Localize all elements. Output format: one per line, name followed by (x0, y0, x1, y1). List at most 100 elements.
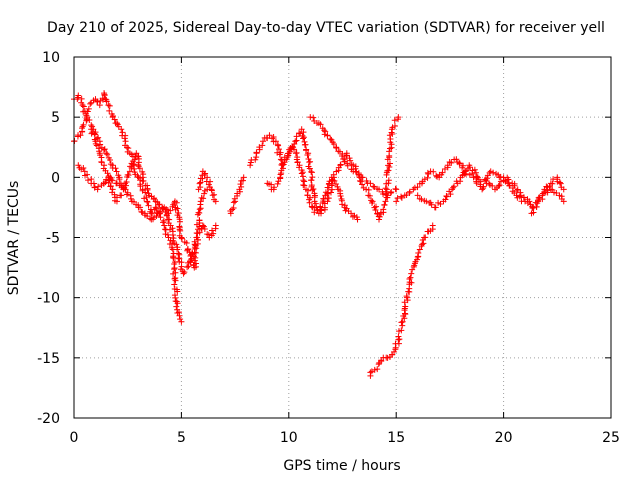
data-point (118, 126, 125, 133)
data-point (196, 180, 203, 187)
data-point (101, 180, 108, 187)
data-point (238, 183, 245, 190)
data-point (307, 158, 314, 165)
x-tick-label: 10 (280, 430, 298, 446)
data-point (259, 142, 266, 149)
data-point (359, 181, 366, 188)
data-point (120, 186, 127, 193)
data-point (395, 333, 402, 340)
data-point (293, 133, 300, 140)
data-point (505, 176, 512, 183)
data-point (331, 177, 338, 184)
data-point (372, 206, 379, 213)
data-point (165, 216, 172, 223)
data-point (497, 178, 504, 185)
x-tick-label: 20 (495, 430, 513, 446)
data-point (447, 191, 454, 198)
data-point (287, 144, 294, 151)
data-point (183, 240, 190, 247)
data-point (380, 190, 387, 197)
data-point (539, 190, 546, 197)
data-point (101, 146, 108, 153)
data-point (416, 246, 423, 253)
data-point (128, 160, 135, 167)
data-point (161, 222, 168, 229)
data-point (304, 152, 311, 159)
data-point (420, 240, 427, 247)
data-point (178, 235, 185, 242)
data-point (556, 179, 563, 186)
data-point (104, 151, 111, 158)
data-point (473, 180, 480, 187)
data-point (125, 172, 132, 179)
data-point (402, 303, 409, 310)
data-point (348, 210, 355, 217)
data-point (529, 205, 536, 212)
data-point (192, 254, 199, 261)
data-point (477, 178, 484, 185)
y-axis-label: SDTVAR / TECUs (6, 181, 22, 296)
data-point (173, 303, 180, 310)
data-point (269, 135, 276, 142)
data-point (129, 161, 136, 168)
data-point (95, 183, 102, 190)
data-point (337, 192, 344, 199)
data-point (386, 148, 393, 155)
data-point (306, 199, 313, 206)
data-point (275, 142, 282, 149)
data-point (530, 209, 537, 216)
data-point (109, 186, 116, 193)
data-point (343, 152, 350, 159)
data-point (106, 176, 113, 183)
data-point (171, 265, 178, 272)
data-point (169, 232, 176, 239)
x-tick-label: 15 (387, 430, 405, 446)
data-point (457, 178, 464, 185)
data-point (367, 369, 374, 376)
data-point (280, 161, 287, 168)
data-point (560, 198, 567, 205)
data-point (310, 185, 317, 192)
data-point (536, 194, 543, 201)
data-point (80, 165, 87, 172)
data-point (383, 191, 390, 198)
x-axis-label: GPS time / hours (283, 458, 400, 474)
data-point (172, 277, 179, 284)
data-point (139, 209, 146, 216)
data-point (151, 195, 158, 202)
data-point (315, 210, 322, 217)
data-point (300, 129, 307, 136)
data-point (167, 207, 174, 214)
data-point (352, 168, 359, 175)
data-point (489, 182, 496, 189)
data-point (84, 108, 91, 115)
data-point (391, 123, 398, 130)
data-point (526, 198, 533, 205)
data-point (354, 216, 361, 223)
data-point (173, 241, 180, 248)
data-point (247, 162, 254, 169)
data-point (393, 198, 400, 205)
data-point (406, 188, 413, 195)
data-point (106, 107, 113, 114)
data-point (301, 141, 308, 148)
data-point (408, 279, 415, 286)
data-point (473, 173, 480, 180)
data-point (240, 174, 247, 181)
y-tick-label: -15 (37, 351, 60, 367)
data-point (298, 170, 305, 177)
data-point (286, 148, 293, 155)
data-point (174, 300, 181, 307)
data-point (370, 183, 377, 190)
data-point (187, 259, 194, 266)
chart-title: Day 210 of 2025, Sidereal Day-to-day VTE… (47, 20, 605, 36)
data-point (135, 161, 142, 168)
data-point (383, 186, 390, 193)
data-point (337, 161, 344, 168)
data-point (328, 174, 335, 181)
data-point (122, 180, 129, 187)
data-point (160, 219, 167, 226)
data-point (369, 199, 376, 206)
data-point (344, 162, 351, 169)
